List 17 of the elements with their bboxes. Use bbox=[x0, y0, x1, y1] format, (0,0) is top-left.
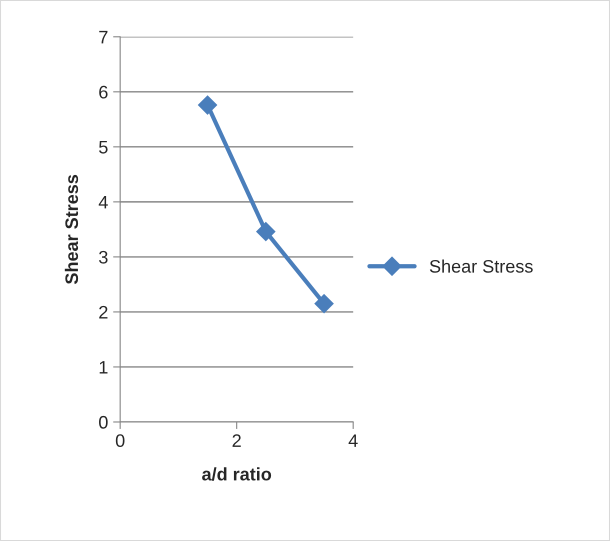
y-tick-label: 6 bbox=[99, 86, 108, 99]
y-axis-title: Shear Stress bbox=[64, 174, 78, 284]
x-tick-label: 0 bbox=[116, 434, 124, 448]
y-tick-label: 5 bbox=[99, 140, 108, 154]
legend-label: Shear Stress bbox=[430, 259, 533, 273]
x-axis-title: a/d ratio bbox=[202, 467, 272, 481]
y-tick-label: 4 bbox=[98, 196, 108, 208]
x-tick-label: 2 bbox=[232, 434, 241, 447]
x-tick-label: 4 bbox=[348, 434, 358, 447]
y-tick-label: 2 bbox=[99, 306, 108, 318]
point bbox=[314, 294, 334, 314]
y-tick-label: 0 bbox=[99, 416, 108, 429]
point bbox=[256, 222, 276, 242]
y-tick-label: 1 bbox=[100, 361, 108, 374]
point bbox=[198, 95, 218, 115]
y-tick-label: 3 bbox=[99, 250, 108, 264]
y-tick-label: 7 bbox=[99, 30, 108, 44]
